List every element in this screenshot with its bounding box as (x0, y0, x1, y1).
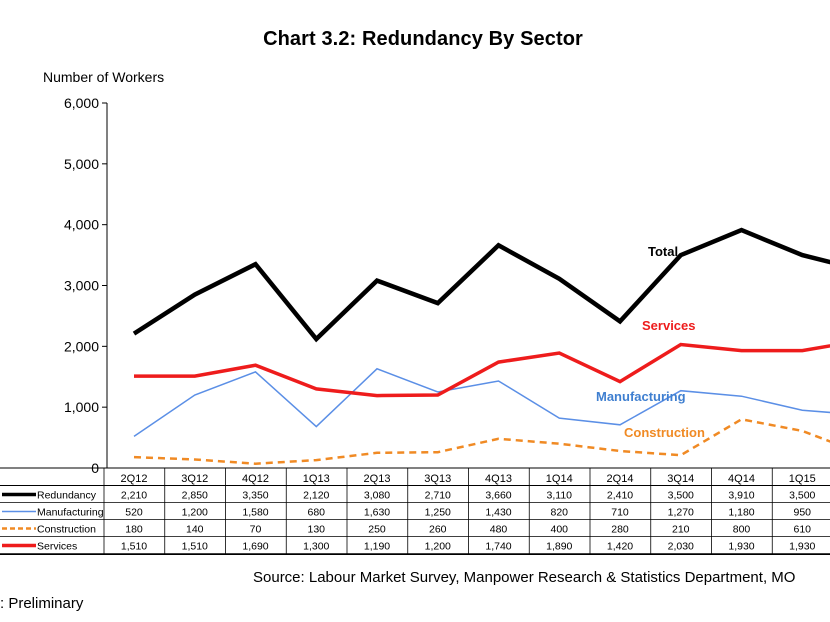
y-tick-label: 3,000 (64, 278, 99, 294)
table-cell: 1,200 (182, 507, 208, 519)
y-axis-title: Number of Workers (43, 69, 164, 85)
series-line-redundancy (132, 227, 830, 343)
x-tick-label: 1Q14 (546, 473, 573, 485)
table-cell: 2,030 (668, 541, 694, 553)
table-cell: 1,420 (607, 541, 633, 553)
source-note: Source: Labour Market Survey, Manpower R… (253, 569, 796, 586)
x-tick-label: 3Q14 (667, 473, 694, 485)
table-cell: 1,930 (728, 541, 754, 553)
table-cell: 260 (429, 524, 447, 536)
y-tick-label: 4,000 (64, 217, 99, 233)
table-cell: 2,120 (303, 490, 329, 502)
data-table: 2Q12 3Q12 4Q12 1Q13 2Q13 3Q13 4Q13 1Q14 2Q14 3Q14… (0, 467, 830, 555)
table-cell: 180 (125, 524, 143, 536)
y-tick-label: 5,000 (64, 156, 99, 172)
x-tick-label: 2Q14 (607, 473, 634, 485)
x-tick-label: 1Q13 (303, 473, 330, 485)
x-tick-label: 4Q12 (242, 473, 269, 485)
table-cell: 610 (793, 524, 811, 536)
table-cell: 1,740 (485, 541, 511, 553)
series-labels: Total Manufacturing Construction Services (596, 244, 705, 440)
table-cell: 2,850 (182, 490, 208, 502)
table-cell: 950 (793, 507, 811, 519)
series-label-redundancy: Total (648, 244, 678, 259)
table-cell: 1,300 (303, 541, 329, 553)
table-cell: 1,200 (425, 541, 451, 553)
table-cell: 820 (550, 507, 568, 519)
table-cell: 400 (550, 524, 568, 536)
table-cell: 3,080 (364, 490, 390, 502)
legend-label-manufacturing: Manufacturing (37, 507, 104, 519)
series-lines (132, 227, 830, 465)
series-label-construction: Construction (624, 425, 705, 440)
table-cell: 130 (307, 524, 325, 536)
x-tick-label: 1Q15 (789, 473, 816, 485)
table-cell: 1,690 (242, 541, 268, 553)
x-tick-label: 4Q14 (728, 473, 755, 485)
table-cell: 280 (611, 524, 629, 536)
table-cell: 2,410 (607, 490, 633, 502)
x-tick-label: 4Q13 (485, 473, 512, 485)
legend-label-redundancy: Redundancy (37, 490, 97, 502)
series-line-manufacturing (133, 367, 830, 438)
table-cell: 140 (186, 524, 204, 536)
table-cell: 3,500 (789, 490, 815, 502)
table-cell: 1,630 (364, 507, 390, 519)
table-cell: 70 (250, 524, 262, 536)
table-cell: 1,180 (728, 507, 754, 519)
table-cell: 2,710 (425, 490, 451, 502)
series-label-manufacturing: Manufacturing (596, 389, 686, 404)
x-tick-label: 3Q13 (424, 473, 451, 485)
table-cell: 3,110 (547, 490, 573, 502)
table-cell: 800 (733, 524, 751, 536)
table-cell: 1,250 (425, 507, 451, 519)
chart-title: Chart 3.2: Redundancy By Sector (263, 28, 583, 50)
table-cell: 2,210 (121, 490, 147, 502)
series-line-services (134, 342, 830, 398)
y-tick-label: 2,000 (64, 338, 99, 354)
table-cell: 3,500 (668, 490, 694, 502)
table-cell: 250 (368, 524, 386, 536)
table-cell: 210 (672, 524, 690, 536)
table-cell: 1,270 (668, 507, 694, 519)
table-cell: 3,660 (485, 490, 511, 502)
x-tick-label: 2Q12 (121, 473, 148, 485)
table-cell: 680 (307, 507, 325, 519)
legend-label-services: Services (37, 541, 77, 553)
y-tick-label: 6,000 (64, 95, 99, 111)
preliminary-footnote: : Preliminary (0, 595, 84, 612)
redundancy-line-chart: Number of Workers 01,0002,0003,0004,0005… (0, 69, 830, 555)
table-cell: 1,580 (242, 507, 268, 519)
y-tick-label: 1,000 (64, 399, 99, 415)
table-cell: 1,190 (364, 541, 390, 553)
series-line-construction (133, 417, 830, 465)
table-cell: 3,910 (728, 490, 754, 502)
table-cell: 1,930 (789, 541, 815, 553)
x-tick-label: 2Q13 (364, 473, 391, 485)
table-cell: 1,510 (182, 541, 208, 553)
series-label-services: Services (642, 318, 696, 333)
table-cell: 3,350 (242, 490, 268, 502)
table-cell: 1,890 (546, 541, 572, 553)
table-cell: 1,430 (485, 507, 511, 519)
table-cell: 480 (490, 524, 508, 536)
legend-label-construction: Construction (37, 524, 96, 536)
table-cell: 520 (125, 507, 143, 519)
table-cell: 710 (611, 507, 629, 519)
table-cell: 1,510 (121, 541, 147, 553)
x-tick-label: 3Q12 (181, 473, 208, 485)
